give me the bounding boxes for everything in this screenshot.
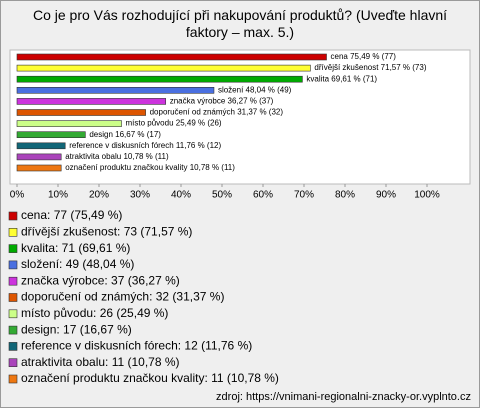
legend-swatch <box>8 325 18 335</box>
bar <box>16 153 62 161</box>
bar-label: reference v diskusních fórech 11,76 % (1… <box>69 141 221 150</box>
legend-swatch <box>8 342 18 351</box>
bar <box>16 109 146 116</box>
legend-label: označení produktu značkou kvality: 11 (1… <box>21 371 279 385</box>
legend-label: doporučení od známých: 32 (31,37 %) <box>21 290 224 304</box>
bar <box>16 75 303 83</box>
x-tick-label: 60% <box>253 190 273 201</box>
legend-label: reference v diskusních fórech: 12 (11,76… <box>21 339 252 353</box>
legend-swatch <box>8 309 18 319</box>
bar-label: kvalita 69,61 % (71) <box>306 74 377 83</box>
x-tick-label: 30% <box>130 190 150 201</box>
legend-label: značka výrobce: 37 (36,27 %) <box>21 273 180 287</box>
x-tick-label: 40% <box>171 190 191 201</box>
legend-label: kvalita: 71 (69,61 %) <box>21 241 130 255</box>
legend-label: místo původu: 26 (25,49 %) <box>21 306 168 320</box>
legend-swatch <box>8 374 18 384</box>
bar-label: doporučení od známých 31,37 % (32) <box>150 108 284 117</box>
bar-label: místo původu 25,49 % (26) <box>126 119 222 128</box>
bar <box>16 164 62 172</box>
bar <box>16 120 122 127</box>
x-tick-label: 0% <box>10 190 25 201</box>
bar <box>16 53 327 61</box>
legend-swatch <box>8 211 18 221</box>
x-tick-label: 10% <box>48 190 68 201</box>
bar-label: dřívější zkušenost 71,57 % (73) <box>314 63 426 72</box>
legend-label: design: 17 (16,67 %) <box>21 322 132 336</box>
legend-swatch <box>8 244 18 253</box>
x-tick-label: 70% <box>294 190 314 201</box>
bar <box>16 64 311 72</box>
source: zdroj: https://vnimani-regionalni-znacky… <box>216 391 471 403</box>
legend-swatch <box>8 260 18 270</box>
x-tick-label: 90% <box>376 190 396 201</box>
legend-swatch <box>8 228 18 237</box>
bar-label: atraktivita obalu 10,78 % (11) <box>65 152 169 161</box>
legend-swatch <box>8 276 18 286</box>
bar <box>16 131 86 138</box>
plot-area <box>9 49 471 185</box>
x-tick-label: 80% <box>335 190 355 201</box>
legend-swatch <box>8 293 18 302</box>
legend-label: atraktivita obalu: 11 (10,78 %) <box>21 355 180 369</box>
legend-label: cena: 77 (75,49 %) <box>21 208 122 222</box>
bar-label: design 16,67 % (17) <box>89 130 161 139</box>
chart-title: Co je pro Vás rozhodující při nakupování… <box>32 7 448 40</box>
bar-label: značka výrobce 36,27 % (37) <box>170 97 274 106</box>
legend-swatch <box>8 358 18 368</box>
bar-label: označení produktu značkou kvality 10,78 … <box>65 163 235 172</box>
bar <box>16 87 215 94</box>
bar <box>16 142 66 150</box>
bar-label: cena 75,49 % (77) <box>331 52 397 61</box>
x-tick-label: 50% <box>212 190 232 201</box>
legend-label: složení: 49 (48,04 %) <box>21 257 134 271</box>
bar-label: složení 48,04 % (49) <box>218 85 292 94</box>
bar <box>16 98 167 105</box>
x-tick-label: 20% <box>89 190 109 201</box>
x-tick-label: 100% <box>414 190 440 201</box>
legend-label: dřívější zkušenost: 73 (71,57 %) <box>21 224 192 238</box>
